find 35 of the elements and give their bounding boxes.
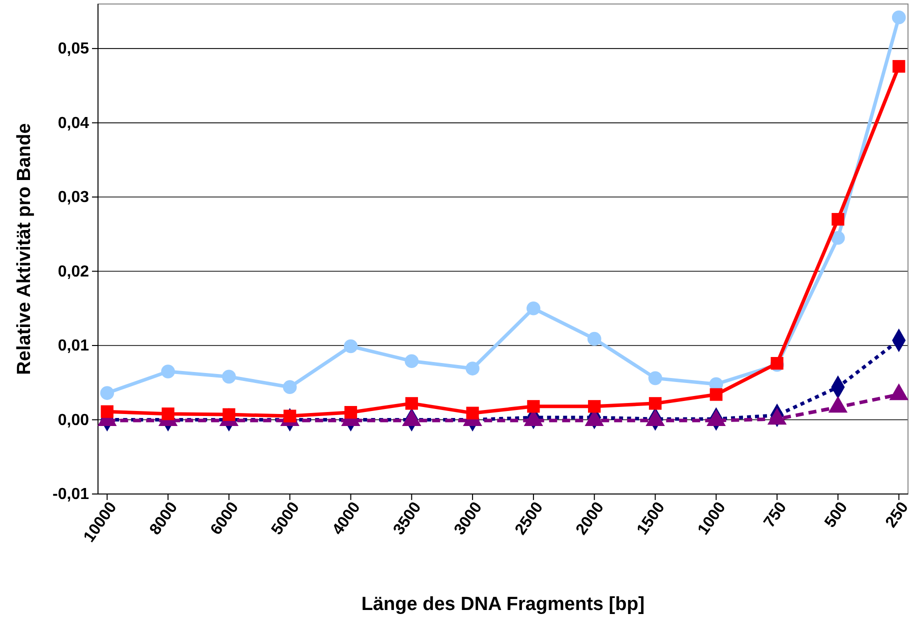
point xyxy=(892,10,906,24)
point xyxy=(526,302,540,316)
y-axis-title: Relative Aktivität pro Bande xyxy=(14,123,35,375)
x-tick-label: 750 xyxy=(760,499,790,531)
point xyxy=(527,400,540,413)
point xyxy=(892,60,906,73)
point xyxy=(161,364,175,378)
point xyxy=(222,408,236,421)
y-tick-label: 0,03 xyxy=(58,189,90,206)
point xyxy=(100,386,114,400)
point xyxy=(831,230,845,245)
y-tick-label: 0,05 xyxy=(58,40,90,58)
point xyxy=(404,354,419,368)
point xyxy=(282,380,297,394)
y-tick-label: 0,00 xyxy=(58,412,90,429)
x-tick-label: 500 xyxy=(822,499,852,531)
point xyxy=(162,407,174,420)
x-axis-title: Länge des DNA Fragments [bp] xyxy=(361,594,645,615)
point xyxy=(648,397,662,410)
y-tick-label: 0,01 xyxy=(58,338,90,355)
point xyxy=(587,332,602,346)
point xyxy=(588,400,601,413)
point xyxy=(344,339,358,354)
point xyxy=(405,397,418,410)
point xyxy=(344,406,358,419)
y-tick-label: 0,04 xyxy=(58,114,90,132)
point xyxy=(222,370,236,384)
point xyxy=(648,371,662,386)
y-tick-label: -0,01 xyxy=(52,486,90,504)
x-tick-label: 250 xyxy=(882,499,912,531)
point xyxy=(832,212,844,226)
point xyxy=(710,388,722,401)
y-tick-label: 0,02 xyxy=(58,263,90,280)
point xyxy=(466,406,479,420)
point xyxy=(466,362,480,376)
